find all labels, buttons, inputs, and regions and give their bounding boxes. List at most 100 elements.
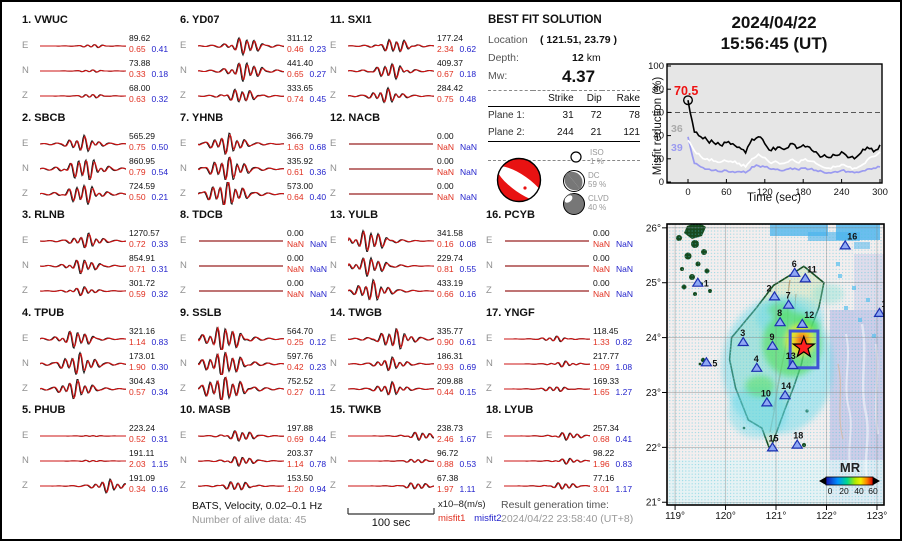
lat-tick-label: 21° [646, 498, 661, 509]
misfit-values: 0.63 0.32 [129, 94, 168, 105]
component-label: E [486, 430, 493, 441]
panel-title: BEST FIT SOLUTION [488, 14, 602, 26]
misfit2-value: 0.41 [151, 44, 169, 54]
waveform-trace [505, 290, 589, 292]
misfit1-value: 0.68 [593, 434, 610, 444]
misfit-values: 0.79 0.54 [129, 167, 168, 178]
misfit1-value: NaN [287, 289, 305, 299]
misfit-values: 1.14 0.78 [287, 459, 326, 470]
component-label: N [180, 455, 187, 466]
misfit-values: NaN NaN [593, 239, 633, 250]
peak-amplitude: 186.31 [437, 351, 463, 361]
misfit2-value: 0.27 [309, 69, 327, 79]
component-label: Z [330, 188, 336, 199]
trace-values: 89.62 0.65 0.41 [129, 33, 168, 55]
component-label: E [22, 333, 29, 344]
waveform-trace [198, 481, 284, 491]
trace-row-PCYB-N: N 0.00 NaN NaN [486, 253, 640, 278]
waveform-trace [348, 38, 434, 53]
misfit2-value: 0.41 [615, 434, 633, 444]
decomp-name: CLVD [588, 194, 609, 203]
component-label: E [330, 235, 337, 246]
station-number: 16 [847, 231, 857, 241]
misfit2-value: 0.82 [615, 337, 633, 347]
component-label: N [330, 455, 337, 466]
trace-values: 441.40 0.65 0.27 [287, 58, 326, 80]
misfit-values: 0.57 0.34 [129, 387, 168, 398]
misfit1-value: 1.90 [129, 362, 146, 372]
trace-values: 238.73 2.46 1.67 [437, 423, 476, 445]
trace-row-YNGF-E: E 118.45 1.33 0.82 [486, 326, 640, 351]
misfit2-value: 0.48 [459, 94, 477, 104]
misfit2-value: 0.68 [309, 142, 327, 152]
map-station-14: 14 [779, 381, 792, 400]
component-label: Z [22, 480, 28, 491]
station-block-PHUB: 5. PHUB E 223.24 0.52 0.31 N 191.11 2.03 1.15 Z 19… [22, 404, 176, 498]
misfit-values: 0.75 0.50 [129, 142, 168, 153]
peak-amplitude: 223.24 [129, 423, 155, 433]
component-label: Z [486, 383, 492, 394]
peak-amplitude: 304.43 [129, 376, 155, 386]
component-label: N [486, 455, 493, 466]
trace-row-YD07-E: E 311.12 0.46 0.23 [180, 33, 334, 58]
trace-values: 597.76 0.42 0.23 [287, 351, 326, 373]
waveform-trace [348, 431, 434, 442]
misfit2-value: 0.53 [459, 459, 477, 469]
component-label: Z [330, 90, 336, 101]
waveform-trace [198, 456, 284, 467]
map-station-12: 12 [796, 310, 814, 329]
misfit1-value: 1.09 [593, 362, 610, 372]
component-label: N [22, 455, 29, 466]
trace-values: 153.50 1.20 0.94 [287, 473, 326, 495]
station-block-MASB: 10. MASB E 197.88 0.69 0.44 N 203.37 1.14 0.78 Z 1… [180, 404, 334, 498]
misfit1-value: 0.34 [129, 484, 146, 494]
trace-values: 191.11 2.03 1.15 [129, 448, 168, 470]
lat-tick-label: 26° [646, 223, 661, 234]
event-time: 15:56:45 (UT) [720, 34, 828, 53]
station-header: 4. TPUB [22, 307, 65, 319]
misfit1-value: 0.50 [129, 192, 146, 202]
component-label: Z [22, 383, 28, 394]
trace-values: 304.43 0.57 0.34 [129, 376, 168, 398]
station-number: 10 [761, 388, 771, 398]
trace-values: 311.12 0.46 0.23 [287, 33, 326, 55]
misfit2-value: NaN [616, 239, 634, 249]
waveform-trace [40, 435, 126, 438]
station-number: 17 [882, 299, 892, 309]
waveform-trace [40, 133, 126, 153]
station-block-TDCB: 8. TDCB E 0.00 NaN NaN N 0.00 NaN NaN Z 0.00 NaN NaN [180, 209, 334, 303]
misfit-values: 0.74 0.45 [287, 94, 326, 105]
station-number: 1 [704, 279, 709, 289]
misfit-values: 0.25 0.12 [287, 337, 326, 348]
misfit-values: 0.33 0.18 [129, 69, 168, 80]
map-station-1: 1 [691, 277, 709, 289]
station-number: 3 [740, 328, 745, 338]
misfit-values: 2.46 1.67 [437, 434, 476, 445]
time-scalebar [347, 508, 435, 515]
misfit1-value: 1.33 [593, 337, 610, 347]
svg-text:0: 0 [685, 187, 690, 198]
trace-values: 203.37 1.14 0.78 [287, 448, 326, 470]
station-triangle-icon [788, 267, 801, 277]
trace-values: 409.37 0.67 0.18 [437, 58, 476, 80]
misfit1-value: 1.14 [129, 337, 146, 347]
station-triangle-icon [760, 396, 773, 407]
misfit-legend: misfit1 misfit2 [438, 513, 502, 524]
peak-amplitude: 284.42 [437, 83, 463, 93]
waveform-trace [198, 88, 284, 103]
lon-tick-label: 120° [715, 511, 736, 522]
misfit1-value: NaN [593, 289, 611, 299]
map-station-16: 16 [839, 231, 857, 250]
misfit1-value: 0.88 [437, 459, 454, 469]
decomp-pct: 1 % [590, 157, 604, 166]
misfit2-value: 0.45 [309, 94, 327, 104]
peak-amplitude: 321.16 [129, 326, 155, 336]
misfit1-value: 0.69 [287, 434, 304, 444]
misfit2-value: 0.61 [459, 337, 477, 347]
trace-values: 0.00 NaN NaN [287, 228, 327, 250]
misfit1-value: 0.93 [437, 362, 454, 372]
plane1-label: Plane 1: [488, 110, 525, 121]
trace-values: 854.91 0.71 0.31 [129, 253, 168, 275]
station-triangle-icon [779, 389, 792, 400]
